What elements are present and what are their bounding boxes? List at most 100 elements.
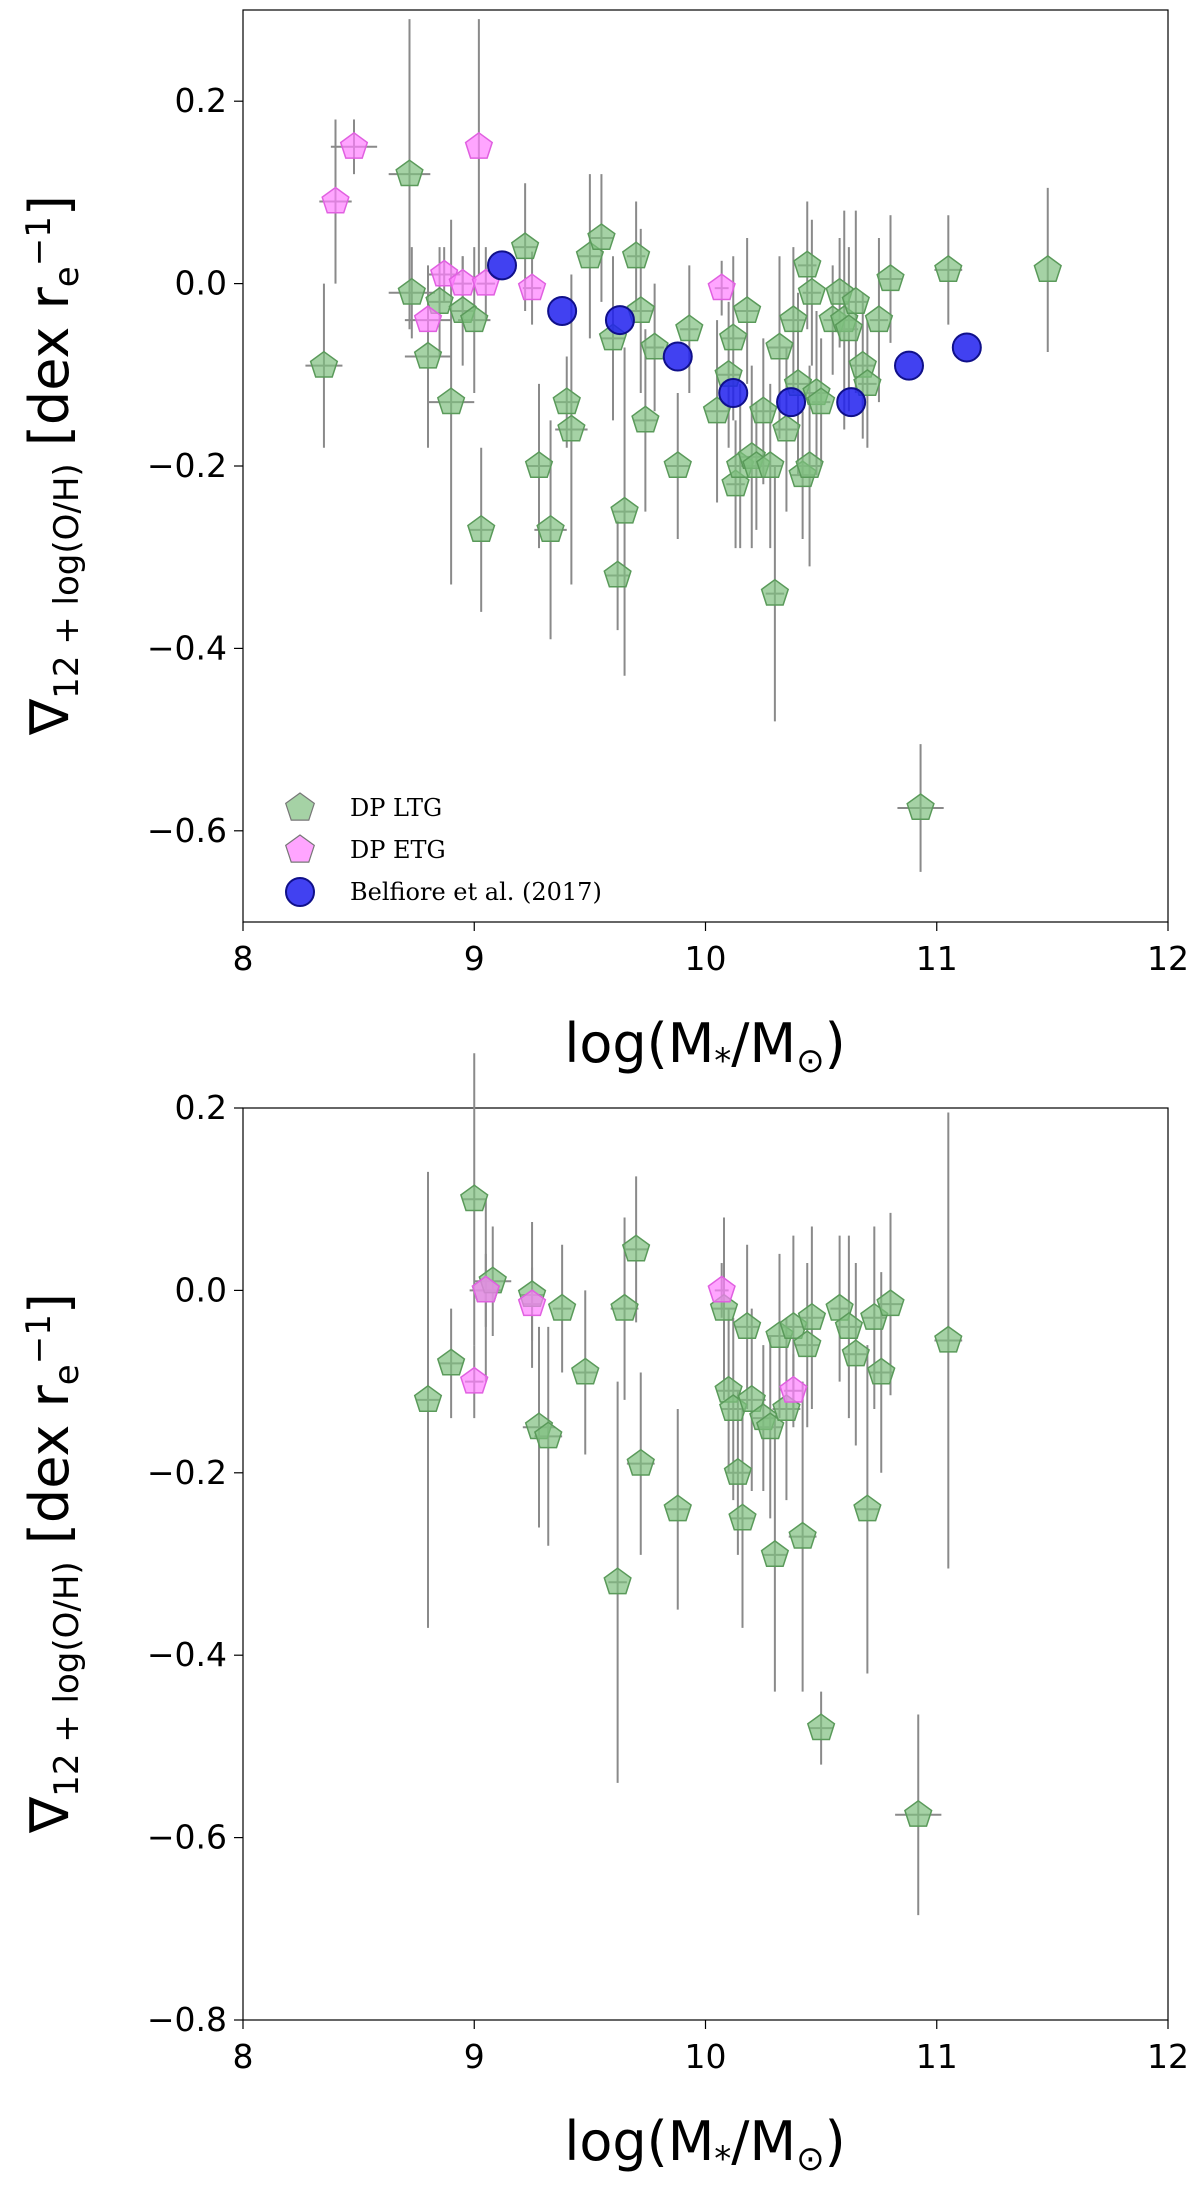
top-point-dp-ltg — [552, 387, 581, 415]
legend-marker-dp-ltg — [284, 792, 316, 821]
top-point-dp-ltg — [760, 578, 790, 606]
top-legend: DP LTG DP ETG Belfiore et al. (2017) — [284, 792, 602, 907]
top-xlabel-mid: /M — [731, 1012, 796, 1075]
top-point-dp-ltg — [663, 451, 692, 479]
bottom-point-dp-etg — [779, 1375, 808, 1403]
top-y-axis-label: ∇12 + log(O/H) [dex re−1] — [18, 195, 87, 736]
top-point-dp-ltg — [536, 514, 565, 542]
bottom-ylabel-close: ] — [18, 1293, 81, 1314]
top-y-tick-label: −0.6 — [147, 811, 227, 850]
bottom-y-tick-label: −0.2 — [147, 1453, 227, 1492]
top-point-belfiore-et-al-2017 — [662, 341, 693, 372]
bottom-x-tick-label: 8 — [233, 2037, 254, 2076]
bottom-point-dp-ltg — [853, 1494, 882, 1522]
top-point-dp-ltg — [603, 560, 632, 588]
bottom-xlabel-sub1: * — [714, 2139, 731, 2179]
bottom-markers — [413, 1184, 963, 1827]
top-panel: 8 9 10 11 12 0.2 0.0 −0.2 −0.4 −0.6 DP LTG DP ETG B… — [18, 9, 1189, 1081]
top-point-dp-ltg — [413, 341, 443, 369]
bottom-point-dp-ltg — [793, 1330, 822, 1358]
bottom-xlabel-main: log(M — [564, 2110, 714, 2173]
top-point-dp-ltg — [732, 296, 762, 324]
top-point-dp-ltg — [834, 314, 864, 342]
top-point-dp-etg — [321, 186, 350, 214]
top-x-tick-label: 9 — [464, 939, 485, 978]
bottom-point-dp-ltg — [732, 1311, 762, 1339]
top-point-dp-etg — [517, 273, 547, 301]
bottom-ylabel-nabla: ∇ — [18, 1796, 81, 1834]
bottom-point-dp-etg — [517, 1289, 547, 1317]
bottom-point-dp-ltg — [603, 1567, 632, 1595]
top-xlabel-sub1: * — [714, 1041, 731, 1081]
legend-label-belfiore-et-al-2017: Belfiore et al. (2017) — [350, 878, 602, 906]
bottom-point-dp-ltg — [806, 1713, 836, 1741]
top-point-belfiore-et-al-2017 — [718, 378, 749, 409]
bottom-y-tick-label: −0.4 — [147, 1635, 227, 1674]
top-point-dp-ltg — [460, 305, 489, 333]
top-ylabel-close: ] — [18, 195, 81, 216]
bottom-point-dp-ltg — [904, 1799, 933, 1827]
top-point-dp-etg — [413, 305, 443, 333]
top-point-belfiore-et-al-2017 — [951, 332, 982, 363]
bottom-plot-frame — [242, 1107, 1169, 2021]
bottom-xlabel-mid: /M — [731, 2110, 796, 2173]
bottom-ticks: 8 9 10 11 12 0.2 0.0 −0.2 −0.4 −0.6 −0.8 — [147, 1088, 1189, 2076]
top-point-dp-ltg — [876, 264, 905, 292]
top-point-dp-ltg — [675, 314, 704, 342]
bottom-point-dp-ltg — [737, 1384, 766, 1412]
top-point-dp-ltg — [631, 405, 660, 433]
top-point-dp-ltg — [864, 305, 894, 333]
bottom-y-tick-label: 0.0 — [175, 1270, 227, 1309]
top-point-dp-ltg — [795, 451, 824, 479]
top-point-belfiore-et-al-2017 — [487, 250, 517, 281]
top-point-dp-ltg — [425, 286, 454, 314]
bottom-point-dp-ltg — [756, 1412, 785, 1440]
bottom-ylabel-rsub: e — [47, 1364, 87, 1385]
top-markers — [309, 131, 1062, 821]
top-point-dp-ltg — [793, 250, 822, 278]
bottom-point-dp-ltg — [436, 1348, 466, 1376]
top-plot-frame — [242, 9, 1169, 923]
top-ylabel-nabla: ∇ — [18, 698, 81, 736]
top-point-dp-ltg — [395, 159, 424, 187]
bottom-point-dp-etg — [707, 1275, 736, 1303]
bottom-errorbars — [416, 1053, 963, 1916]
legend-marker-dp-etg — [284, 834, 316, 863]
top-point-belfiore-et-al-2017 — [604, 305, 635, 336]
top-point-dp-ltg — [436, 387, 466, 415]
bottom-x-tick-label: 12 — [1147, 2037, 1189, 2076]
bottom-y-tick-label: −0.6 — [147, 1818, 227, 1857]
bottom-x-tick-label: 9 — [464, 2037, 485, 2076]
bottom-point-dp-etg — [460, 1366, 489, 1394]
top-point-dp-ltg — [853, 368, 882, 396]
top-ylabel-sub: 12 + log(O/H) — [47, 463, 87, 699]
top-point-dp-ltg — [557, 414, 586, 442]
top-point-dp-ltg — [719, 323, 748, 351]
bottom-ylabel-sub: 12 + log(O/H) — [47, 1561, 87, 1797]
top-point-dp-ltg — [587, 223, 616, 251]
bottom-xlabel-close: ) — [825, 2110, 846, 2173]
bottom-point-dp-ltg — [876, 1289, 905, 1317]
bottom-x-axis-label: log(M*/M⊙) — [564, 2110, 845, 2179]
bottom-point-dp-ltg — [413, 1384, 443, 1412]
bottom-point-dp-ltg — [728, 1503, 757, 1531]
top-point-dp-etg — [707, 273, 736, 301]
top-point-dp-ltg — [610, 496, 639, 524]
top-point-dp-ltg — [779, 305, 808, 333]
bottom-point-dp-etg — [471, 1275, 500, 1303]
bottom-point-dp-ltg — [834, 1311, 864, 1339]
bottom-point-dp-ltg — [547, 1293, 577, 1321]
bottom-point-dp-ltg — [610, 1293, 639, 1321]
bottom-point-dp-ltg — [723, 1457, 753, 1485]
top-x-tick-label: 12 — [1147, 939, 1189, 978]
bottom-point-dp-ltg — [621, 1234, 651, 1262]
top-point-dp-ltg — [934, 254, 963, 282]
bottom-point-dp-ltg — [867, 1357, 896, 1385]
bottom-point-dp-ltg — [460, 1184, 489, 1212]
legend-label-dp-etg: DP ETG — [350, 836, 446, 864]
top-xlabel-sub2: ⊙ — [796, 1041, 825, 1081]
bottom-xlabel-sub2: ⊙ — [796, 2139, 825, 2179]
top-point-dp-ltg — [765, 332, 794, 360]
legend-label-dp-ltg: DP LTG — [350, 794, 442, 822]
